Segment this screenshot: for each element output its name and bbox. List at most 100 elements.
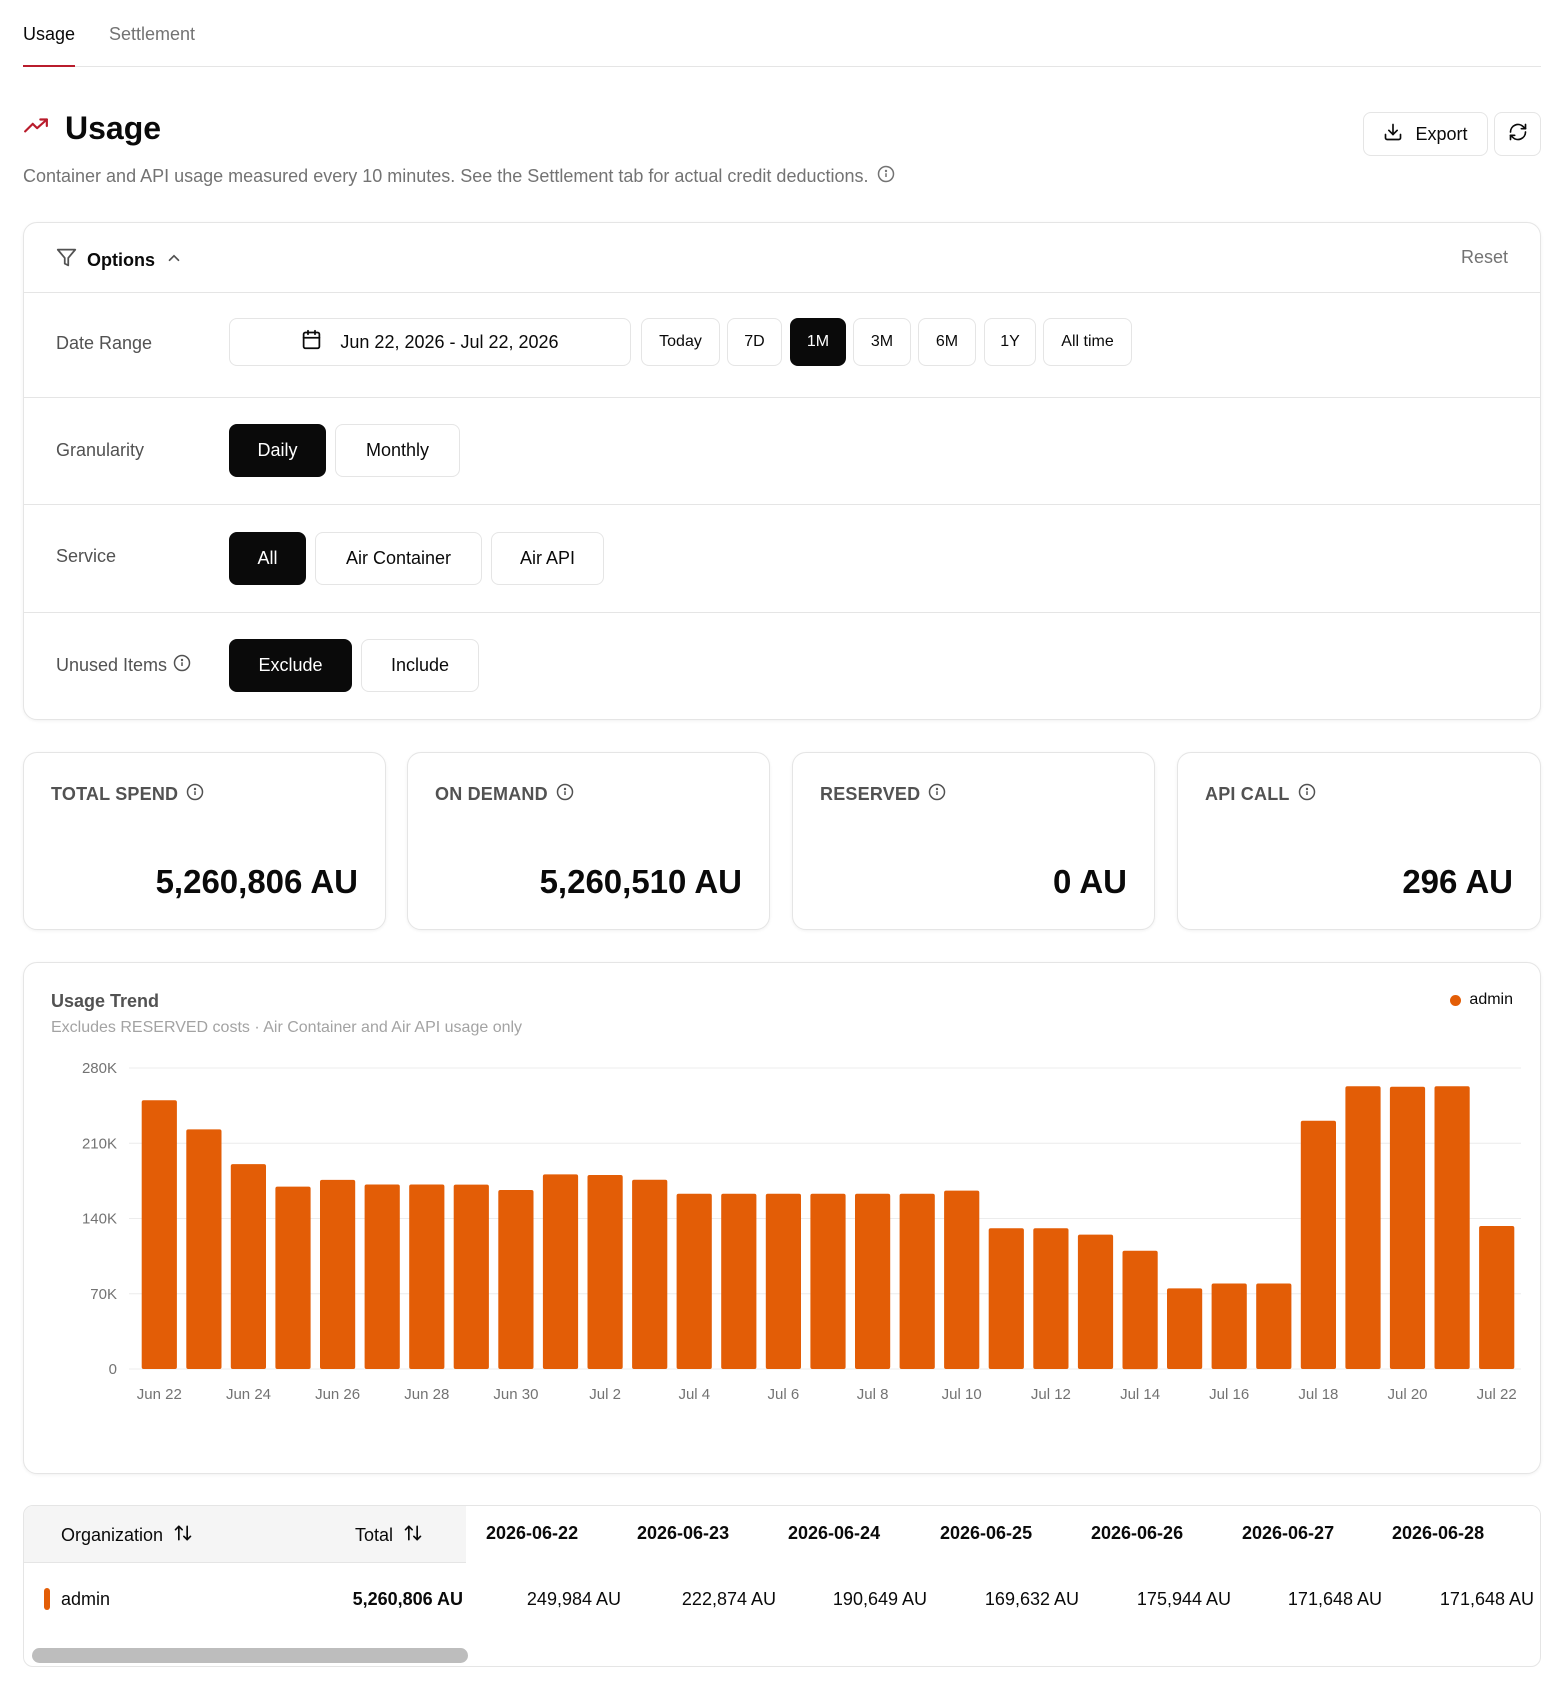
bar-jul-13[interactable]: [1077, 1234, 1114, 1369]
granularity-monthly[interactable]: Monthly: [335, 424, 460, 477]
options-title: Options: [87, 249, 155, 270]
bar-jul-18[interactable]: [1300, 1120, 1336, 1369]
bar-jul-4[interactable]: [676, 1193, 712, 1369]
bar-jul-15[interactable]: [1167, 1288, 1203, 1369]
bar-jul-16[interactable]: [1211, 1283, 1247, 1370]
column-header-date: 2026-06-27: [1242, 1523, 1335, 1543]
stat-label-text: ON DEMAND: [435, 784, 548, 804]
chart-legend[interactable]: admin: [1450, 991, 1513, 1009]
bar-jul-20[interactable]: [1389, 1086, 1426, 1369]
cell-organization: admin: [61, 1589, 111, 1609]
info-icon[interactable]: [1298, 783, 1316, 806]
bar-jun-22[interactable]: [141, 1100, 177, 1369]
export-label: Export: [1415, 123, 1468, 144]
cell-value: 171,648 AU: [1287, 1589, 1382, 1609]
stat-label-text: API CALL: [1205, 784, 1290, 804]
cell-value: 222,874 AU: [681, 1589, 776, 1609]
tab-usage[interactable]: Usage: [23, 24, 76, 67]
x-tick-label: Jun 26: [315, 1386, 360, 1403]
bar-jul-11[interactable]: [988, 1228, 1024, 1369]
bar-jun-27[interactable]: [364, 1184, 400, 1370]
x-tick-label: Jul 16: [1209, 1386, 1249, 1403]
download-icon: [1383, 122, 1403, 147]
unused-exclude[interactable]: Exclude: [229, 639, 352, 692]
preset-3m[interactable]: 3M: [853, 318, 911, 366]
bar-jul-22[interactable]: [1479, 1226, 1515, 1369]
preset-1m[interactable]: 1M: [790, 318, 846, 366]
bar-jul-1[interactable]: [542, 1174, 579, 1369]
bar-jul-2[interactable]: [587, 1175, 623, 1369]
bar-jul-19[interactable]: [1345, 1086, 1381, 1369]
date-range-value: Jun 22, 2026 - Jul 22, 2026: [340, 331, 559, 352]
bar-jul-6[interactable]: [765, 1193, 801, 1369]
unused-items-label-text: Unused Items: [56, 655, 168, 675]
preset-7d[interactable]: 7D: [727, 318, 782, 366]
stat-value: 5,260,806 AU: [155, 863, 358, 900]
sort-icon[interactable]: [173, 1523, 193, 1548]
bar-jul-7[interactable]: [810, 1193, 846, 1369]
bar-jun-24[interactable]: [230, 1164, 266, 1369]
y-tick-label: 140K: [82, 1211, 117, 1228]
stat-label-text: RESERVED: [820, 784, 921, 804]
bar-jul-12[interactable]: [1033, 1228, 1069, 1369]
bar-jul-3[interactable]: [632, 1179, 668, 1369]
bar-jul-21[interactable]: [1434, 1086, 1470, 1369]
bar-jul-8[interactable]: [855, 1193, 891, 1369]
preset-today[interactable]: Today: [641, 318, 720, 366]
bar-jul-17[interactable]: [1256, 1283, 1292, 1370]
cell-value: 175,944 AU: [1136, 1589, 1231, 1609]
column-header-organization[interactable]: Organization: [61, 1523, 193, 1548]
bar-jun-26[interactable]: [320, 1179, 356, 1369]
preset-1y[interactable]: 1Y: [984, 318, 1036, 366]
sort-icon[interactable]: [403, 1523, 423, 1548]
stat-card-on-demand: ON DEMAND 5,260,510 AU: [407, 752, 770, 930]
unused-include[interactable]: Include: [361, 639, 479, 692]
preset-all-time[interactable]: All time: [1043, 318, 1132, 366]
cell-value: 171,648 AU: [1439, 1589, 1534, 1609]
bar-jun-25[interactable]: [275, 1186, 311, 1369]
info-icon[interactable]: [173, 654, 191, 677]
row-color-marker: [44, 1588, 50, 1610]
page-title-text: Usage: [65, 110, 162, 146]
granularity-label: Granularity: [56, 440, 145, 460]
column-header-organization-text: Organization: [61, 1525, 164, 1545]
horizontal-scrollbar[interactable]: [32, 1648, 468, 1663]
preset-6m[interactable]: 6M: [918, 318, 976, 366]
filter-icon: [56, 247, 77, 273]
bar-jul-14[interactable]: [1122, 1250, 1158, 1370]
x-tick-label: Jul 10: [942, 1386, 982, 1403]
service-air-api[interactable]: Air API: [491, 532, 604, 585]
stat-value: 0 AU: [1053, 863, 1127, 900]
x-tick-label: Jun 30: [493, 1386, 538, 1403]
date-range-picker[interactable]: Jun 22, 2026 - Jul 22, 2026: [229, 318, 631, 366]
info-icon[interactable]: [556, 783, 574, 806]
column-header-total[interactable]: Total: [355, 1523, 423, 1548]
bar-jul-5[interactable]: [721, 1193, 757, 1369]
bar-jun-30[interactable]: [498, 1190, 534, 1369]
date-range-label: Date Range: [56, 333, 153, 353]
chart-title: Usage Trend: [51, 991, 160, 1011]
stat-card-reserved: RESERVED 0 AU: [792, 752, 1155, 930]
usage-trend-chart: 0 70K 140K 210K 280K Jun 22 Jun 24 Jun 26 Jun 28…: [82, 1060, 1521, 1403]
info-icon[interactable]: [877, 165, 895, 188]
bar-jul-10[interactable]: [944, 1190, 980, 1369]
granularity-daily[interactable]: Daily: [229, 424, 326, 477]
bar-jun-28[interactable]: [409, 1184, 445, 1370]
refresh-button[interactable]: [1494, 112, 1541, 156]
service-air-container[interactable]: Air Container: [315, 532, 482, 585]
bar-jun-23[interactable]: [186, 1129, 222, 1369]
bar-jul-9[interactable]: [899, 1193, 935, 1369]
stat-value: 5,260,510 AU: [539, 863, 742, 900]
info-icon[interactable]: [186, 783, 204, 806]
reset-button[interactable]: Reset: [1460, 247, 1508, 267]
stat-value: 296 AU: [1402, 863, 1513, 900]
options-toggle[interactable]: Options: [56, 247, 183, 273]
bar-jun-29[interactable]: [453, 1184, 489, 1369]
service-all[interactable]: All: [229, 532, 306, 585]
refresh-icon: [1508, 122, 1528, 147]
tab-settlement[interactable]: Settlement: [109, 24, 196, 44]
stat-label: API CALL: [1205, 783, 1316, 806]
x-tick-label: Jul 20: [1387, 1386, 1427, 1403]
info-icon[interactable]: [928, 783, 946, 806]
export-button[interactable]: Export: [1363, 112, 1488, 156]
